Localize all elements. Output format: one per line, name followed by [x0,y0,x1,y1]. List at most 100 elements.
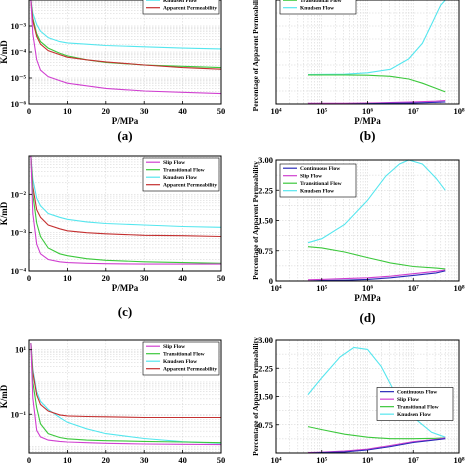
x-tick-label: 0 [27,273,31,283]
x-tick-label: 10⁸ [453,455,465,465]
x-tick-label: 10 [63,455,72,465]
series-line-apparent [30,343,221,419]
series-line-slip [308,99,446,104]
series-line-transitional [307,426,446,440]
x-tick-label: 50 [217,106,226,116]
x-tick-label: 10⁴ [270,106,282,116]
legend-entry: Apparent Permeability [163,367,217,373]
legend-entry: Transitional Flow [163,352,205,358]
y-tick-label: 0.75 [258,420,273,430]
legend-entry: Knudsen Flow [397,412,431,418]
series-line-knudsen [307,159,446,244]
legend-entry: Apparent Permeability [163,183,217,189]
legend-entry: Transitional Flow [300,181,342,187]
x-tick-label: 20 [102,455,111,465]
legend-entry: Slip Flow [397,397,419,403]
legend-box [279,163,357,198]
series-line-transitional [30,155,222,264]
y-axis-label: K/mD [0,201,9,225]
series-line-knudsen [307,346,446,438]
series-line-knudsen [30,0,222,50]
x-tick-label: 10⁷ [408,455,420,465]
x-tick-label: 10⁸ [453,283,465,293]
x-tick-label: 10⁶ [362,455,374,465]
x-tick-label: 40 [178,455,187,465]
panel-label: (b) [360,128,376,143]
legend-entry: Knudsen Flow [163,175,197,181]
panel-a: 0 10 20 30 40 50 10⁻⁶ 10⁻⁵ 10⁻⁴ 10⁻³ P/MPa K/mD Knud… [0,0,225,143]
legend-entry: Knudsen Flow [300,189,334,195]
y-tick-label: 10⁻⁴ [10,266,26,276]
series-line-apparent [30,155,222,238]
series-line-slip [30,155,221,265]
legend-entry: Slip Flow [163,160,185,166]
x-tick-label: 40 [178,106,187,116]
x-axis-label: P/MPa [112,283,139,293]
legend-box [142,0,220,15]
y-tick-label: 0 [269,276,273,286]
y-axis-label: K/mD [0,384,9,408]
panel-e: 0 10 20 30 40 50 10⁻¹ 10¹ K/mD Slip Flow Transitio… [0,339,225,465]
x-tick-label: 20 [102,106,111,116]
y-axis-label: Percentage of Apparent Permeability [251,0,260,111]
y-tick-label: 10⁻⁴ [10,47,26,57]
y-tick-label: 10¹ [15,345,27,355]
panel-c: 0 10 20 30 40 50 10⁻⁴ 10⁻³ 10⁻² P/MPa K/mD Slip Flo… [0,155,226,319]
legend-entry: Knudsen Flow [300,6,334,12]
x-tick-label: 30 [140,273,149,283]
y-tick-label: 10⁻² [10,189,26,199]
y-tick-label: 1.50 [258,392,273,402]
series-line-transitional [307,246,446,270]
x-tick-label: 10⁶ [362,106,374,116]
x-tick-label: 0 [27,455,31,465]
panel-label: (a) [117,128,132,143]
x-tick-label: 10 [63,106,72,116]
axes-frame [28,339,222,454]
x-tick-label: 10⁶ [362,283,374,293]
panel-label: (d) [360,310,376,325]
x-tick-label: 10⁷ [408,106,420,116]
x-axis-label: P/MPa [354,293,381,303]
y-tick-label: 10⁻¹ [10,409,26,419]
legend-entry: Transitional Flow [163,168,205,174]
x-axis-label: P/MPa [112,116,139,126]
x-tick-label: 0 [27,106,31,116]
series-line-transitional [308,74,446,93]
y-axis-label: Percentage of Apparent Permeability [251,161,260,280]
series-line-transitional [30,343,222,444]
y-tick-label: 10⁻³ [10,228,26,238]
x-tick-label: 10⁷ [408,283,420,293]
y-tick-label: 3.00 [258,335,273,345]
x-tick-label: 10⁵ [316,455,328,465]
x-tick-label: 10⁵ [316,283,328,293]
x-tick-label: 50 [217,273,226,283]
x-tick-label: 10⁸ [453,106,465,116]
axes-frame [28,155,222,272]
x-tick-label: 30 [140,106,149,116]
legend-entry: Transitional Flow [300,0,342,4]
y-tick-label: 3.00 [258,155,273,165]
y-tick-label: 2.25 [258,185,273,195]
legend-entry: Slip Flow [163,344,185,350]
legend-box [142,157,220,192]
series-line-slip [30,0,222,95]
legend-entry: Continuous Flow [397,389,437,395]
y-tick-label: 10⁻³ [10,21,26,31]
legend: Transitional Flow Knudsen Flow [279,0,357,15]
panel-d: 10⁴ 10⁵ 10⁶ 10⁷ 10⁸ 0 0.75 1.50 2.25 3.00 P/MPa Per… [251,155,465,325]
y-tick-label: 10⁻⁶ [10,99,26,109]
y-tick-label: 10⁻⁵ [10,73,26,83]
y-axis-label: K/mD [0,40,9,64]
x-tick-label: 10⁵ [316,106,328,116]
y-tick-label: 2.25 [258,363,273,373]
x-axis-label: P/MPa [354,116,381,126]
x-tick-label: 40 [178,273,187,283]
x-tick-label: 10 [63,273,72,283]
legend-entry: Continuous Flow [300,166,340,172]
x-tick-label: 20 [102,273,111,283]
